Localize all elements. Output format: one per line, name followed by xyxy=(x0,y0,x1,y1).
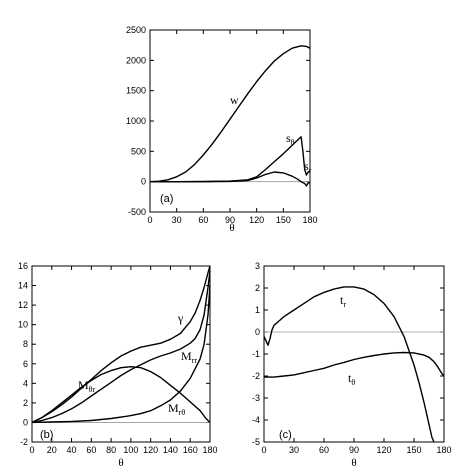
series-line-c-1 xyxy=(264,351,445,378)
y-tick-label-c-2: -3 xyxy=(252,393,260,403)
y-tick-label-b-8: 14 xyxy=(18,281,28,291)
y-tick-label-a-4: 1500 xyxy=(126,86,146,96)
panel-label-b: (b) xyxy=(40,429,53,441)
y-tick-label-a-5: 2000 xyxy=(126,55,146,65)
y-tick-label-c-3: -2 xyxy=(252,371,260,381)
x-axis-label-a: θ xyxy=(229,222,234,234)
y-ticks-a: -500 0 500 1000 1500 2000 2500 xyxy=(126,25,310,217)
x-tick-label-a-1: 30 xyxy=(172,215,182,225)
x-tick-label-b-8: 160 xyxy=(183,445,198,455)
panel-label-c: (c) xyxy=(279,429,292,441)
x-tick-label-b-7: 140 xyxy=(163,445,178,455)
y-tick-label-c-6: 1 xyxy=(255,305,260,315)
y-tick-label-b-7: 12 xyxy=(18,300,28,310)
y-tick-label-b-4: 6 xyxy=(23,359,28,369)
x-tick-label-c-4: 120 xyxy=(376,445,391,455)
x-tick-label-b-4: 80 xyxy=(106,445,116,455)
series-label-m-theta-r: Mθr xyxy=(78,378,96,394)
y-tick-label-c-5: 0 xyxy=(255,327,260,337)
y-tick-label-a-1: 0 xyxy=(141,177,146,187)
y-tick-label-b-3: 4 xyxy=(23,378,28,388)
y-tick-label-c-4: -1 xyxy=(252,349,260,359)
x-tick-label-b-3: 60 xyxy=(86,445,96,455)
y-ticks-c: -5 -4 -3 -2 -1 0 1 2 3 xyxy=(252,261,444,447)
series-line-b-3 xyxy=(31,285,211,424)
y-tick-label-b-0: -2 xyxy=(20,437,28,447)
series-line-a-2 xyxy=(150,171,311,187)
y-tick-label-a-2: 500 xyxy=(131,146,146,156)
x-tick-label-b-9: 180 xyxy=(202,445,217,455)
series-label-t-r: tr xyxy=(340,293,346,309)
y-tick-label-a-0: -500 xyxy=(128,207,146,217)
series-line-c-0 xyxy=(263,286,435,443)
curves-a xyxy=(149,45,311,187)
y-tick-label-c-0: -5 xyxy=(252,437,260,447)
x-tick-label-b-1: 20 xyxy=(47,445,57,455)
x-tick-label-a-0: 0 xyxy=(147,215,152,225)
series-label-s-theta: sθ xyxy=(286,131,295,147)
panel-c: -5 -4 -3 -2 -1 0 1 2 3 0 30 60 90 120 150 180 (c) θ tr… xyxy=(252,261,452,469)
plot-frame-b xyxy=(31,265,211,443)
x-axis-label-c: θ xyxy=(351,457,356,469)
series-label-gamma: γ xyxy=(177,311,184,325)
x-tick-label-a-2: 60 xyxy=(198,215,208,225)
x-tick-label-c-2: 60 xyxy=(319,445,329,455)
curves-c xyxy=(263,286,445,443)
panel-label-a: (a) xyxy=(160,193,173,205)
y-tick-label-b-1: 0 xyxy=(23,417,28,427)
x-tick-label-b-6: 120 xyxy=(143,445,158,455)
series-line-b-2 xyxy=(31,366,211,424)
series-label-t-theta: tθ xyxy=(348,371,355,387)
y-tick-label-b-2: 2 xyxy=(23,398,28,408)
plot-frame-a xyxy=(149,29,311,213)
series-label-m-r-theta: Mrθ xyxy=(168,401,185,417)
x-tick-label-a-3: 90 xyxy=(225,215,235,225)
x-tick-label-c-0: 0 xyxy=(261,445,266,455)
series-line-a-0 xyxy=(149,45,311,183)
x-tick-label-a-5: 150 xyxy=(276,215,291,225)
series-label-m-rr: Mrr xyxy=(181,349,197,365)
y-tick-label-b-5: 8 xyxy=(23,339,28,349)
x-tick-label-c-3: 90 xyxy=(349,445,359,455)
series-label-w: w xyxy=(230,93,239,107)
x-tick-label-a-4: 120 xyxy=(249,215,264,225)
x-tick-label-c-5: 150 xyxy=(406,445,421,455)
x-ticks-c: 0 30 60 90 120 150 180 xyxy=(261,266,452,455)
series-label-s-r: sr xyxy=(304,159,312,175)
x-tick-label-b-0: 0 xyxy=(29,445,34,455)
x-tick-label-c-1: 30 xyxy=(289,445,299,455)
x-tick-label-b-5: 100 xyxy=(123,445,138,455)
y-tick-label-c-8: 3 xyxy=(255,261,260,271)
y-tick-label-a-3: 1000 xyxy=(126,116,146,126)
y-tick-label-b-9: 16 xyxy=(18,261,28,271)
y-tick-label-b-6: 10 xyxy=(18,320,28,330)
series-line-b-1 xyxy=(31,270,211,424)
x-tick-label-b-2: 40 xyxy=(67,445,77,455)
y-tick-label-a-6: 2500 xyxy=(126,25,146,35)
y-tick-label-c-1: -4 xyxy=(252,415,260,425)
series-line-b-0 xyxy=(31,265,211,424)
x-tick-label-c-6: 180 xyxy=(436,445,451,455)
x-tick-label-a-6: 180 xyxy=(302,215,317,225)
x-ticks-b: 0 20 40 60 80 100 120 140 160 180 xyxy=(29,266,218,455)
x-axis-label-b: θ xyxy=(118,457,123,469)
y-tick-label-c-7: 2 xyxy=(255,283,260,293)
curves-b xyxy=(31,265,211,424)
x-ticks-a: 0 30 60 90 120 150 180 xyxy=(147,30,318,225)
